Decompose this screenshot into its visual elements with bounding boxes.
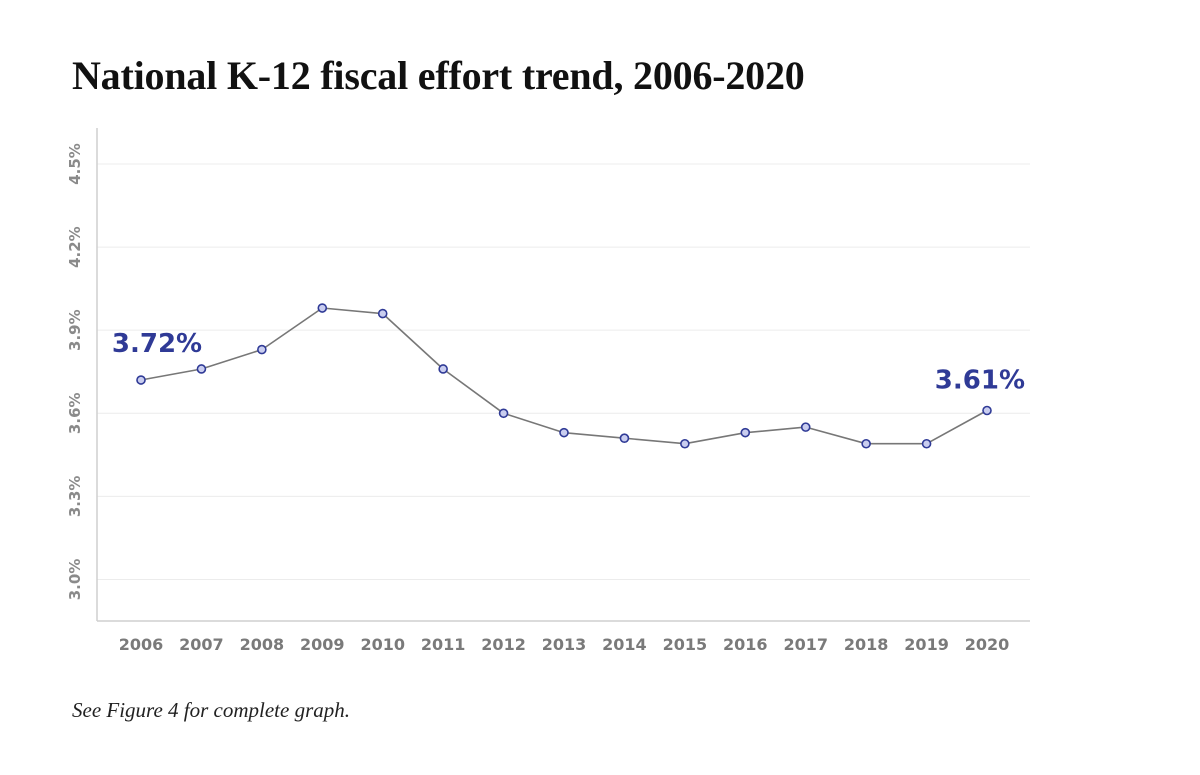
y-axis-ticks: 3.0% 3.3% 3.6% 3.9% 4.2% 4.5% <box>66 143 84 600</box>
y-tick-label: 3.3% <box>66 476 84 518</box>
data-point <box>498 408 509 419</box>
y-tick-label: 4.2% <box>66 226 84 268</box>
series-line <box>140 307 988 445</box>
x-tick-label: 2006 <box>119 635 164 654</box>
data-point <box>257 344 267 355</box>
gridlines <box>97 163 1030 580</box>
x-tick-label: 2011 <box>421 635 466 654</box>
series-line-layer <box>140 307 988 445</box>
y-tick-label: 3.6% <box>66 392 84 434</box>
x-tick-label: 2020 <box>965 635 1010 654</box>
data-points <box>136 303 992 449</box>
x-tick-label: 2018 <box>844 635 889 654</box>
data-point <box>317 303 328 313</box>
data-point <box>559 427 569 438</box>
chart-title: National K-12 fiscal effort trend, 2006-… <box>72 53 805 98</box>
data-point <box>921 438 932 449</box>
data-label: 3.72% <box>112 329 202 359</box>
x-tick-label: 2017 <box>783 635 828 654</box>
x-tick-label: 2009 <box>300 635 345 654</box>
x-tick-label: 2019 <box>904 635 949 654</box>
x-tick-label: 2012 <box>481 635 526 654</box>
data-point <box>680 438 690 449</box>
data-point <box>982 405 992 416</box>
data-point <box>136 375 146 385</box>
x-tick-label: 2010 <box>360 635 405 654</box>
x-tick-label: 2013 <box>542 635 587 654</box>
x-axis-ticks: 2006 2007 2008 2009 2010 2011 2012 2013 2014 2015… <box>119 635 1010 654</box>
y-tick-label: 3.9% <box>66 309 84 351</box>
data-point <box>740 427 751 438</box>
footnote: See Figure 4 for complete graph. <box>72 698 350 722</box>
data-point <box>438 364 448 374</box>
x-tick-label: 2014 <box>602 635 647 654</box>
data-point <box>800 422 811 432</box>
data-label: 3.61% <box>935 366 1025 396</box>
axes <box>96 128 1030 622</box>
data-point <box>861 438 871 449</box>
data-labels: 3.72% 3.61% <box>112 329 1025 395</box>
x-tick-label: 2015 <box>663 635 708 654</box>
x-tick-label: 2007 <box>179 635 224 654</box>
y-tick-label: 4.5% <box>66 143 84 185</box>
x-tick-label: 2008 <box>240 635 285 654</box>
data-point <box>619 433 630 444</box>
data-point <box>377 308 388 319</box>
y-tick-label: 3.0% <box>66 559 84 601</box>
x-tick-label: 2016 <box>723 635 768 654</box>
data-point <box>196 364 207 374</box>
